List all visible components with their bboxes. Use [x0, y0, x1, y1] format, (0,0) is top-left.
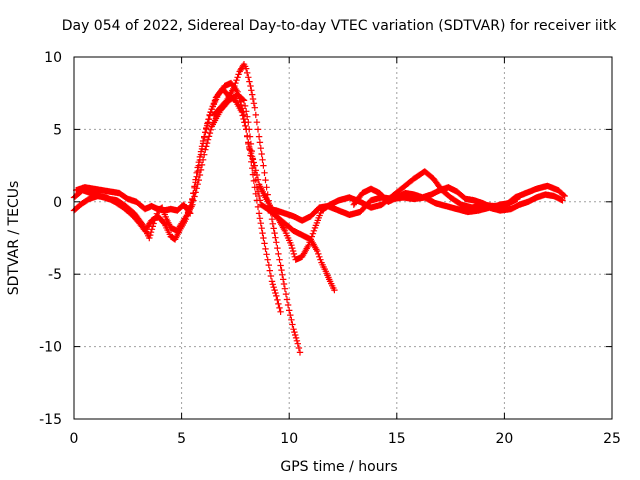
series-markers — [264, 205, 338, 294]
x-tick-label: 20 — [495, 431, 513, 447]
series-track-c — [73, 85, 284, 315]
axis-ticks — [73, 56, 613, 420]
y-tick-labels: -15 -10 -5 0 5 10 — [39, 50, 62, 428]
series-markers — [210, 61, 304, 356]
series-track-e — [264, 205, 338, 294]
plot-frame — [73, 56, 613, 420]
x-tick-label: 15 — [388, 431, 406, 447]
y-tick-label: -15 — [39, 412, 62, 428]
data-series — [70, 61, 568, 356]
y-tick-label: 10 — [44, 50, 62, 66]
x-tick-labels: 0 5 10 15 20 25 — [70, 431, 621, 447]
y-tick-label: 0 — [53, 195, 62, 211]
x-tick-label: 25 — [603, 431, 621, 447]
y-tick-label: 5 — [53, 122, 62, 138]
x-tick-label: 10 — [280, 431, 298, 447]
grid-lines — [74, 57, 612, 419]
y-axis-label: SDTVAR / TECUs — [6, 181, 22, 296]
y-tick-label: -10 — [39, 340, 62, 356]
chart-title: Day 054 of 2022, Sidereal Day-to-day VTE… — [62, 18, 617, 34]
series-track-f — [350, 184, 521, 211]
x-tick-label: 0 — [70, 431, 79, 447]
series-track-d — [210, 61, 304, 356]
y-tick-label: -5 — [48, 267, 62, 283]
x-tick-label: 5 — [177, 431, 186, 447]
series-markers — [73, 85, 284, 315]
series-markers — [350, 184, 521, 211]
x-axis-label: GPS time / hours — [280, 459, 397, 475]
